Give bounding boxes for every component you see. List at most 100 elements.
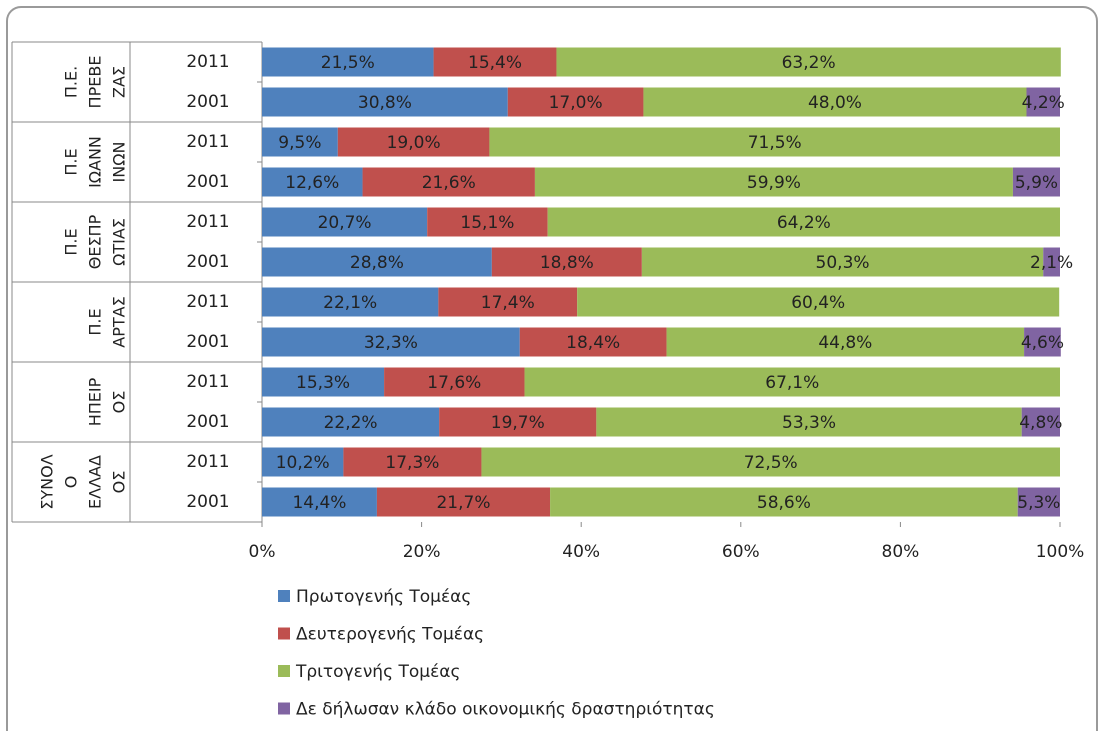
data-label: 17,4% [481,293,535,313]
bar-segment [641,247,1044,277]
group-label: ΗΠΕΙΡ [86,377,105,426]
data-label: 28,8% [350,253,404,273]
x-tick-label: 100% [1036,542,1085,562]
data-label: 14,4% [292,493,346,513]
data-label: 5,3% [1017,493,1060,513]
bar-segment [1026,87,1060,117]
category-label: 2001 [186,412,229,432]
group-label: ΕΛΛΑΔ [86,455,105,509]
bar-segment [491,247,642,277]
data-label: 2,1% [1030,253,1073,273]
bar-segment [556,47,1061,77]
bar-segment [550,487,1018,517]
bar-segment [438,287,578,317]
bar-segment [262,447,344,477]
data-label: 21,7% [436,493,490,513]
data-label: 19,7% [491,413,545,433]
data-label: 71,5% [748,133,802,153]
bar-segment [262,327,520,357]
bar-segment [524,367,1060,397]
bar-segment [577,287,1060,317]
group-label: ΟΣ [110,391,129,414]
data-label: 9,5% [278,133,321,153]
bar-segment [262,287,439,317]
bar-segment [262,47,434,77]
bar-segment [262,87,508,117]
legend-label: Δε δήλωσαν κλάδο οικονομικής δραστηριότη… [296,700,715,720]
data-label: 18,4% [566,333,620,353]
data-label: 5,9% [1015,173,1058,193]
bar-segment [481,447,1060,477]
category-label: 2011 [186,292,229,312]
data-label: 30,8% [358,93,412,113]
data-label: 15,1% [460,213,514,233]
data-label: 18,8% [540,253,594,273]
bar-segment [262,207,428,237]
group-label: ΙΩΑΝΝ [86,136,105,188]
data-label: 22,2% [324,413,378,433]
data-label: 58,6% [757,493,811,513]
bar-segment [547,207,1060,237]
category-label: 2001 [186,92,229,112]
data-label: 17,0% [549,93,603,113]
group-label: ΩΤΙΑΣ [110,218,129,266]
bar-segment [262,407,440,437]
category-label: 2011 [186,212,229,232]
bar-segment [1024,327,1061,357]
category-label: 2001 [186,172,229,192]
bar-segment [262,247,492,277]
group-label: ΘΕΣΠΡ [86,214,105,269]
group-label: ΖΑΣ [110,66,129,98]
bar-segment [376,487,551,517]
category-label: 2011 [186,52,229,72]
bar-segment [343,447,482,477]
group-label: ΑΡΤΑΣ [110,296,129,347]
data-label: 19,0% [387,133,441,153]
data-label: 21,6% [422,173,476,193]
group-label: Ο [62,476,81,489]
bar-segment [1043,247,1060,277]
data-label: 59,9% [747,173,801,193]
group-label: ΙΝΩΝ [110,142,129,183]
category-label: 2001 [186,492,229,512]
legend-swatch [278,665,290,677]
category-label: 2011 [186,372,229,392]
data-label: 48,0% [808,93,862,113]
data-label: 4,6% [1021,333,1064,353]
bar-segment [262,487,377,517]
bar-segment [262,167,363,197]
legend-label: Τριτογενής Τομέας [295,662,460,682]
group-label: Π.Ε [86,308,105,335]
bar-segment [1017,487,1060,517]
x-tick-label: 80% [882,542,920,562]
data-label: 15,3% [296,373,350,393]
category-label: 2011 [186,452,229,472]
data-label: 67,1% [765,373,819,393]
data-label: 10,2% [276,453,330,473]
data-label: 4,2% [1022,93,1065,113]
group-label: Π.Ε. [62,66,81,98]
data-label: 53,3% [782,413,836,433]
data-label: 64,2% [777,213,831,233]
data-label: 22,1% [323,293,377,313]
bar-segment [262,367,385,397]
data-label: 20,7% [318,213,372,233]
data-label: 12,6% [285,173,339,193]
data-label: 63,2% [782,53,836,73]
bar-segment [1012,167,1060,197]
legend-label: Πρωτογενής Τομέας [296,587,471,607]
bar-segment [534,167,1013,197]
category-label: 2001 [186,332,229,352]
data-label: 32,3% [364,333,418,353]
data-label: 17,6% [427,373,481,393]
bar-segment [666,327,1025,357]
group-label: ΟΣ [110,471,129,494]
bar-segment [427,207,548,237]
bar-segment [362,167,535,197]
category-label: 2001 [186,252,229,272]
bar-segment [433,47,557,77]
data-label: 44,8% [818,333,872,353]
bar-segment [507,87,644,117]
